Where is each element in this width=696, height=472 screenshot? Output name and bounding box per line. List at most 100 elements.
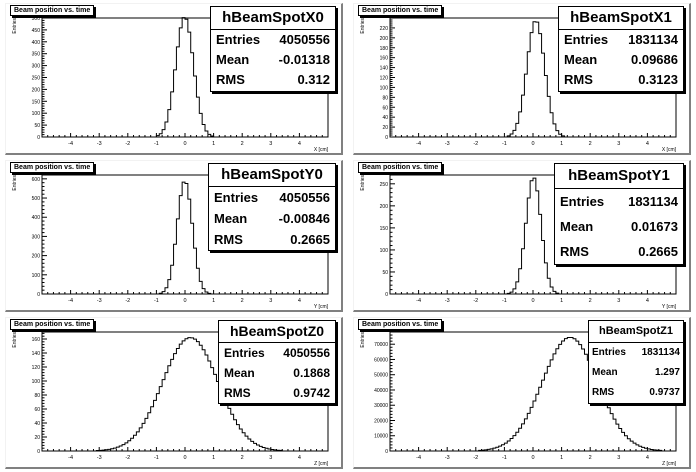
stats-row-mean: Mean 1.297 [589,363,683,383]
pad-beamspot-x1: -4 -3 -2 -1 0 1 2 3 4 X [cm] 0 20 40 60 80 100 120 140 160… [353,3,691,155]
x-tick-label: -4 [416,141,421,147]
y-tick-label: 500 [32,196,41,202]
x-axis-title: Y [cm] [314,304,329,310]
x-axis-title: X [cm] [662,147,677,153]
stats-label-entries: Entries [564,32,609,47]
histogram-series-line [42,337,328,452]
y-axis-title: Entries [12,18,18,34]
stats-histogram-name: hBeamSpotX1 [559,7,683,30]
x-tick-label: 0 [531,298,534,304]
x-tick-label: -3 [445,298,450,304]
x-tick-label: 4 [298,141,301,147]
x-tick-label: -3 [445,141,450,147]
stats-label-entries: Entries [560,194,605,209]
pad-beamspot-y1: -4 -3 -2 -1 0 1 2 3 4 Y [cm] 0 50 100 150 200 250 Entrie… [353,160,691,312]
x-tick-label: -2 [473,298,478,304]
stats-row-rms: RMS 0.9742 [219,383,335,403]
pad-beamspot-x0: -4 -3 -2 -1 0 1 2 3 4 X [cm] 0 50 100 150 200 250 300 350… [5,3,343,155]
x-tick-label: -3 [97,298,102,304]
y-tick-label: 600 [32,177,41,183]
x-tick-label: -4 [416,455,421,461]
stats-label-entries: Entries [214,190,259,205]
y-tick-label: 100 [380,85,389,91]
stats-value-mean: 0.01673 [631,219,678,234]
stats-label-rms: RMS [592,387,615,398]
x-tick-label: 2 [241,455,244,461]
y-tick-label: 200 [380,36,389,42]
x-tick-label: -3 [97,455,102,461]
stats-value-mean: 0.09686 [631,52,678,67]
pad-title: Beam position vs. time [358,162,443,173]
stats-row-entries: Entries 1831134 [589,343,683,363]
stats-box: hBeamSpotZ1 Entries 1831134 Mean 1.297 R… [588,320,684,404]
pad-title: Beam position vs. time [358,5,443,16]
stats-value-entries: 1831134 [628,194,678,209]
stats-value-rms: 0.2665 [290,232,330,247]
stats-box: hBeamSpotY0 Entries 4050556 Mean -0.0084… [208,163,336,251]
histogram-plot-z0: -4 -3 -2 -1 0 1 2 3 4 Z [cm] 0 20 40 60 80 100 120 140 160… [12,331,329,467]
x-tick-label: 4 [646,298,649,304]
stats-value-entries: 1831134 [641,347,680,358]
stats-label-rms: RMS [560,244,589,259]
y-tick-label: 100 [32,379,41,385]
x-tick-label: -4 [68,455,73,461]
stats-row-rms: RMS 0.312 [211,70,335,90]
y-tick-label: 60000 [374,357,388,363]
stats-row-rms: RMS 0.2665 [209,229,335,250]
y-tick-label: 300 [32,234,41,240]
x-tick-label: -2 [473,455,478,461]
x-tick-label: -1 [502,298,507,304]
stats-value-rms: 0.9742 [293,386,330,400]
pad-beamspot-y0: -4 -3 -2 -1 0 1 2 3 4 Y [cm] 0 100 200 300 400 500 600 En… [5,160,343,312]
x-tick-label: 0 [183,141,186,147]
stats-row-entries: Entries 4050556 [209,187,335,208]
x-tick-label: 4 [298,298,301,304]
x-tick-label: 1 [212,455,215,461]
stats-label-mean: Mean [216,52,250,67]
stats-value-mean: -0.01318 [278,52,330,67]
stats-label-mean: Mean [560,219,594,234]
stats-value-entries: 4050556 [279,32,330,47]
stats-label-entries: Entries [592,347,626,358]
y-axis-title: Entries [360,18,366,34]
pad-beamspot-z1: -4 -3 -2 -1 0 1 2 3 4 Z [cm] 0 10000 20000 30000 40000… [353,317,691,469]
y-tick-label: 0 [37,292,40,298]
pad-title: Beam position vs. time [10,319,95,330]
stats-row-entries: Entries 1831134 [555,189,683,214]
x-tick-label: 3 [617,298,620,304]
x-tick-label: 1 [560,298,563,304]
y-tick-label: 140 [380,66,389,72]
x-tick-label: -4 [68,298,73,304]
x-tick-label: 2 [589,298,592,304]
x-tick-label: 0 [183,455,186,461]
y-tick-label: 220 [380,26,389,32]
y-tick-label: 400 [32,215,41,221]
y-tick-label: 160 [380,56,389,62]
y-tick-label: 80 [34,393,40,399]
x-tick-label: 0 [531,141,534,147]
x-tick-label: 4 [298,455,301,461]
x-tick-label: 2 [589,455,592,461]
y-tick-label: 200 [380,204,389,210]
stats-value-entries: 4050556 [283,346,330,360]
y-tick-label: 250 [380,182,389,188]
stats-row-entries: Entries 4050556 [219,343,335,363]
y-axis-title: Entries [12,175,18,191]
x-tick-label: 1 [560,141,563,147]
y-tick-label: 120 [380,76,389,82]
y-tick-label: 0 [37,135,40,141]
stats-histogram-name: hBeamSpotY1 [555,164,683,189]
y-tick-label: 250 [32,76,41,82]
stats-label-entries: Entries [224,346,265,360]
x-tick-label: -4 [68,141,73,147]
histogram-series-line [390,336,676,452]
stats-row-rms: RMS 0.2665 [555,239,683,264]
stats-box: hBeamSpotZ0 Entries 4050556 Mean 0.1868 … [218,320,336,404]
y-tick-label: 100 [32,111,41,117]
stats-value-rms: 0.312 [297,72,330,87]
x-tick-label: -1 [502,141,507,147]
y-tick-label: 60 [382,105,388,111]
stats-row-mean: Mean -0.01318 [211,50,335,70]
stats-label-rms: RMS [224,386,251,400]
x-axis-title: X [cm] [314,147,329,153]
